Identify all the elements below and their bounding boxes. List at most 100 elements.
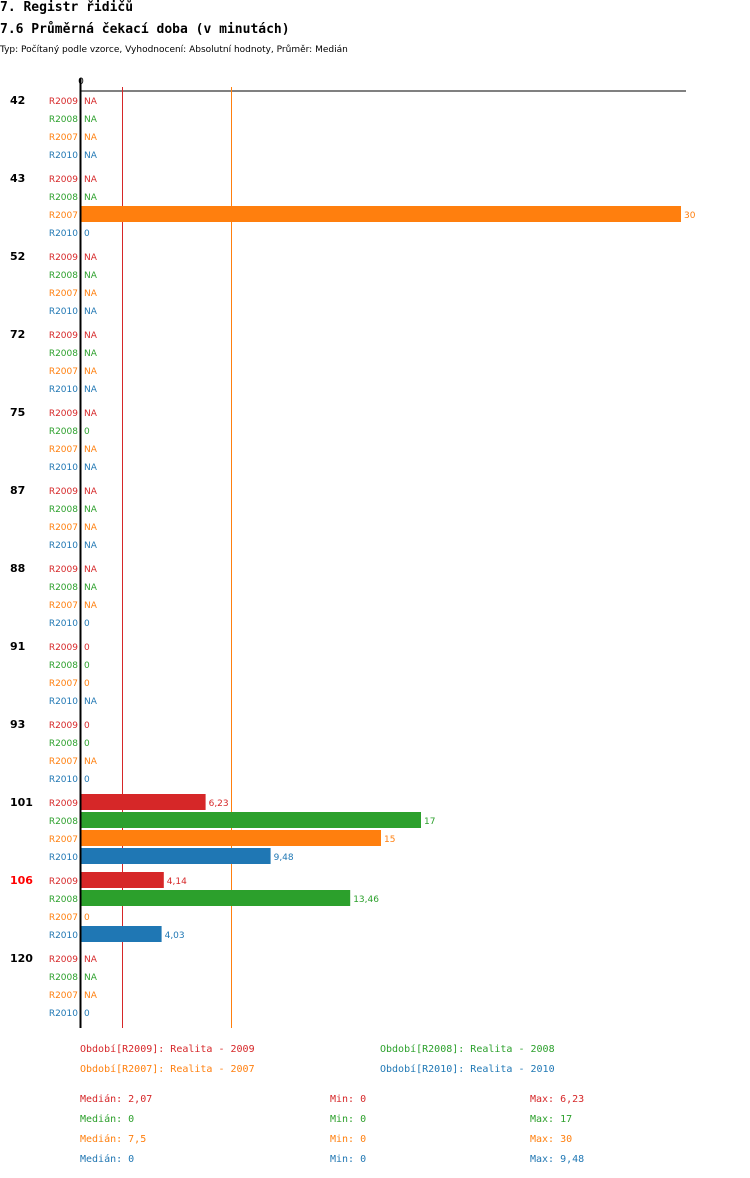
- data-bar: [81, 926, 162, 942]
- stat-max-r2009: Max: 6,23: [530, 1094, 585, 1105]
- group-label: 43: [10, 172, 25, 185]
- data-label: 0: [84, 661, 90, 671]
- series-label: R2010: [49, 697, 78, 707]
- stat-max-r2007: Max: 30: [530, 1134, 573, 1145]
- data-label: NA: [84, 271, 98, 281]
- series-label: R2008: [49, 817, 78, 827]
- data-bar: [81, 812, 421, 828]
- data-label: 0: [84, 775, 90, 785]
- series-label: R2010: [49, 229, 78, 239]
- series-label: R2007: [49, 133, 78, 143]
- data-bar: [81, 794, 206, 810]
- data-label: 4,14: [167, 877, 187, 887]
- data-label: NA: [84, 97, 98, 107]
- group-label: 88: [10, 562, 25, 575]
- series-label: R2008: [49, 115, 78, 125]
- data-bar: [81, 848, 271, 864]
- data-label: NA: [84, 385, 98, 395]
- series-label: R2010: [49, 775, 78, 785]
- data-label: 0: [84, 913, 90, 923]
- data-label: NA: [84, 487, 98, 497]
- data-label: 0: [84, 679, 90, 689]
- group-label: 120: [10, 952, 33, 965]
- series-label: R2009: [49, 799, 78, 809]
- data-label: NA: [84, 331, 98, 341]
- data-label: NA: [84, 133, 98, 143]
- data-label: NA: [84, 367, 98, 377]
- data-label: NA: [84, 193, 98, 203]
- legend-item-r2009: Období[R2009]: Realita - 2009: [80, 1044, 255, 1055]
- data-label: NA: [84, 955, 98, 965]
- data-label: 0: [84, 1009, 90, 1019]
- data-label: NA: [84, 115, 98, 125]
- series-label: R2007: [49, 913, 78, 923]
- series-label: R2008: [49, 739, 78, 749]
- data-label: 15: [384, 835, 395, 845]
- series-label: R2008: [49, 271, 78, 281]
- group-label: 72: [10, 328, 25, 341]
- data-label: 0: [84, 619, 90, 629]
- data-label: NA: [84, 757, 98, 767]
- data-label: NA: [84, 697, 98, 707]
- data-bar: [81, 206, 681, 222]
- series-label: R2009: [49, 955, 78, 965]
- data-label: NA: [84, 463, 98, 473]
- data-label: NA: [84, 253, 98, 263]
- series-label: R2010: [49, 307, 78, 317]
- series-label: R2009: [49, 409, 78, 419]
- data-label: 4,03: [165, 931, 185, 941]
- data-label: 17: [424, 817, 435, 827]
- data-label: NA: [84, 289, 98, 299]
- data-label: 0: [84, 721, 90, 731]
- stat-min-r2010: Min: 0: [330, 1154, 367, 1165]
- series-label: R2008: [49, 505, 78, 515]
- series-label: R2010: [49, 931, 78, 941]
- data-label: NA: [84, 445, 98, 455]
- data-label: NA: [84, 175, 98, 185]
- series-label: R2009: [49, 565, 78, 575]
- data-label: 6,23: [209, 799, 229, 809]
- series-label: R2007: [49, 991, 78, 1001]
- group-label: 93: [10, 718, 25, 731]
- data-label: NA: [84, 505, 98, 515]
- stat-max-r2008: Max: 17: [530, 1114, 573, 1125]
- series-label: R2007: [49, 367, 78, 377]
- data-label: 0: [84, 643, 90, 653]
- data-label: 0: [84, 229, 90, 239]
- series-label: R2010: [49, 385, 78, 395]
- stat-median-r2009: Medián: 2,07: [80, 1094, 153, 1105]
- chart-title: 7.6 Průměrná čekací doba (v minutách): [0, 22, 290, 37]
- stat-median-r2010: Medián: 0: [80, 1154, 135, 1165]
- series-label: R2010: [49, 463, 78, 473]
- series-label: R2007: [49, 757, 78, 767]
- data-label: NA: [84, 973, 98, 983]
- series-label: R2009: [49, 643, 78, 653]
- series-label: R2007: [49, 523, 78, 533]
- data-label: 0: [84, 739, 90, 749]
- series-label: R2010: [49, 1009, 78, 1019]
- data-label: 0: [84, 427, 90, 437]
- group-label: 91: [10, 640, 25, 653]
- series-label: R2009: [49, 97, 78, 107]
- group-label: 75: [10, 406, 25, 419]
- series-label: R2008: [49, 427, 78, 437]
- series-label: R2010: [49, 619, 78, 629]
- data-label: NA: [84, 601, 98, 611]
- bar-chart: 0 42 R2009 NA R2008 NA R2007 NA R2010 NA 43 R2009 NA…: [10, 77, 696, 1028]
- stat-min-r2008: Min: 0: [330, 1114, 367, 1125]
- series-label: R2008: [49, 349, 78, 359]
- data-label: 9,48: [274, 853, 294, 863]
- data-label: NA: [84, 565, 98, 575]
- group-label: 52: [10, 250, 25, 263]
- page-title: 7. Registr řidičů: [0, 0, 134, 15]
- series-label: R2007: [49, 211, 78, 221]
- data-label: NA: [84, 523, 98, 533]
- data-label: NA: [84, 541, 98, 551]
- group-label: 87: [10, 484, 25, 497]
- data-label: NA: [84, 991, 98, 1001]
- data-bar: [81, 890, 351, 906]
- legend-item-r2007: Období[R2007]: Realita - 2007: [80, 1064, 255, 1075]
- stat-min-r2007: Min: 0: [330, 1134, 367, 1145]
- series-label: R2009: [49, 487, 78, 497]
- stat-max-r2010: Max: 9,48: [530, 1154, 585, 1165]
